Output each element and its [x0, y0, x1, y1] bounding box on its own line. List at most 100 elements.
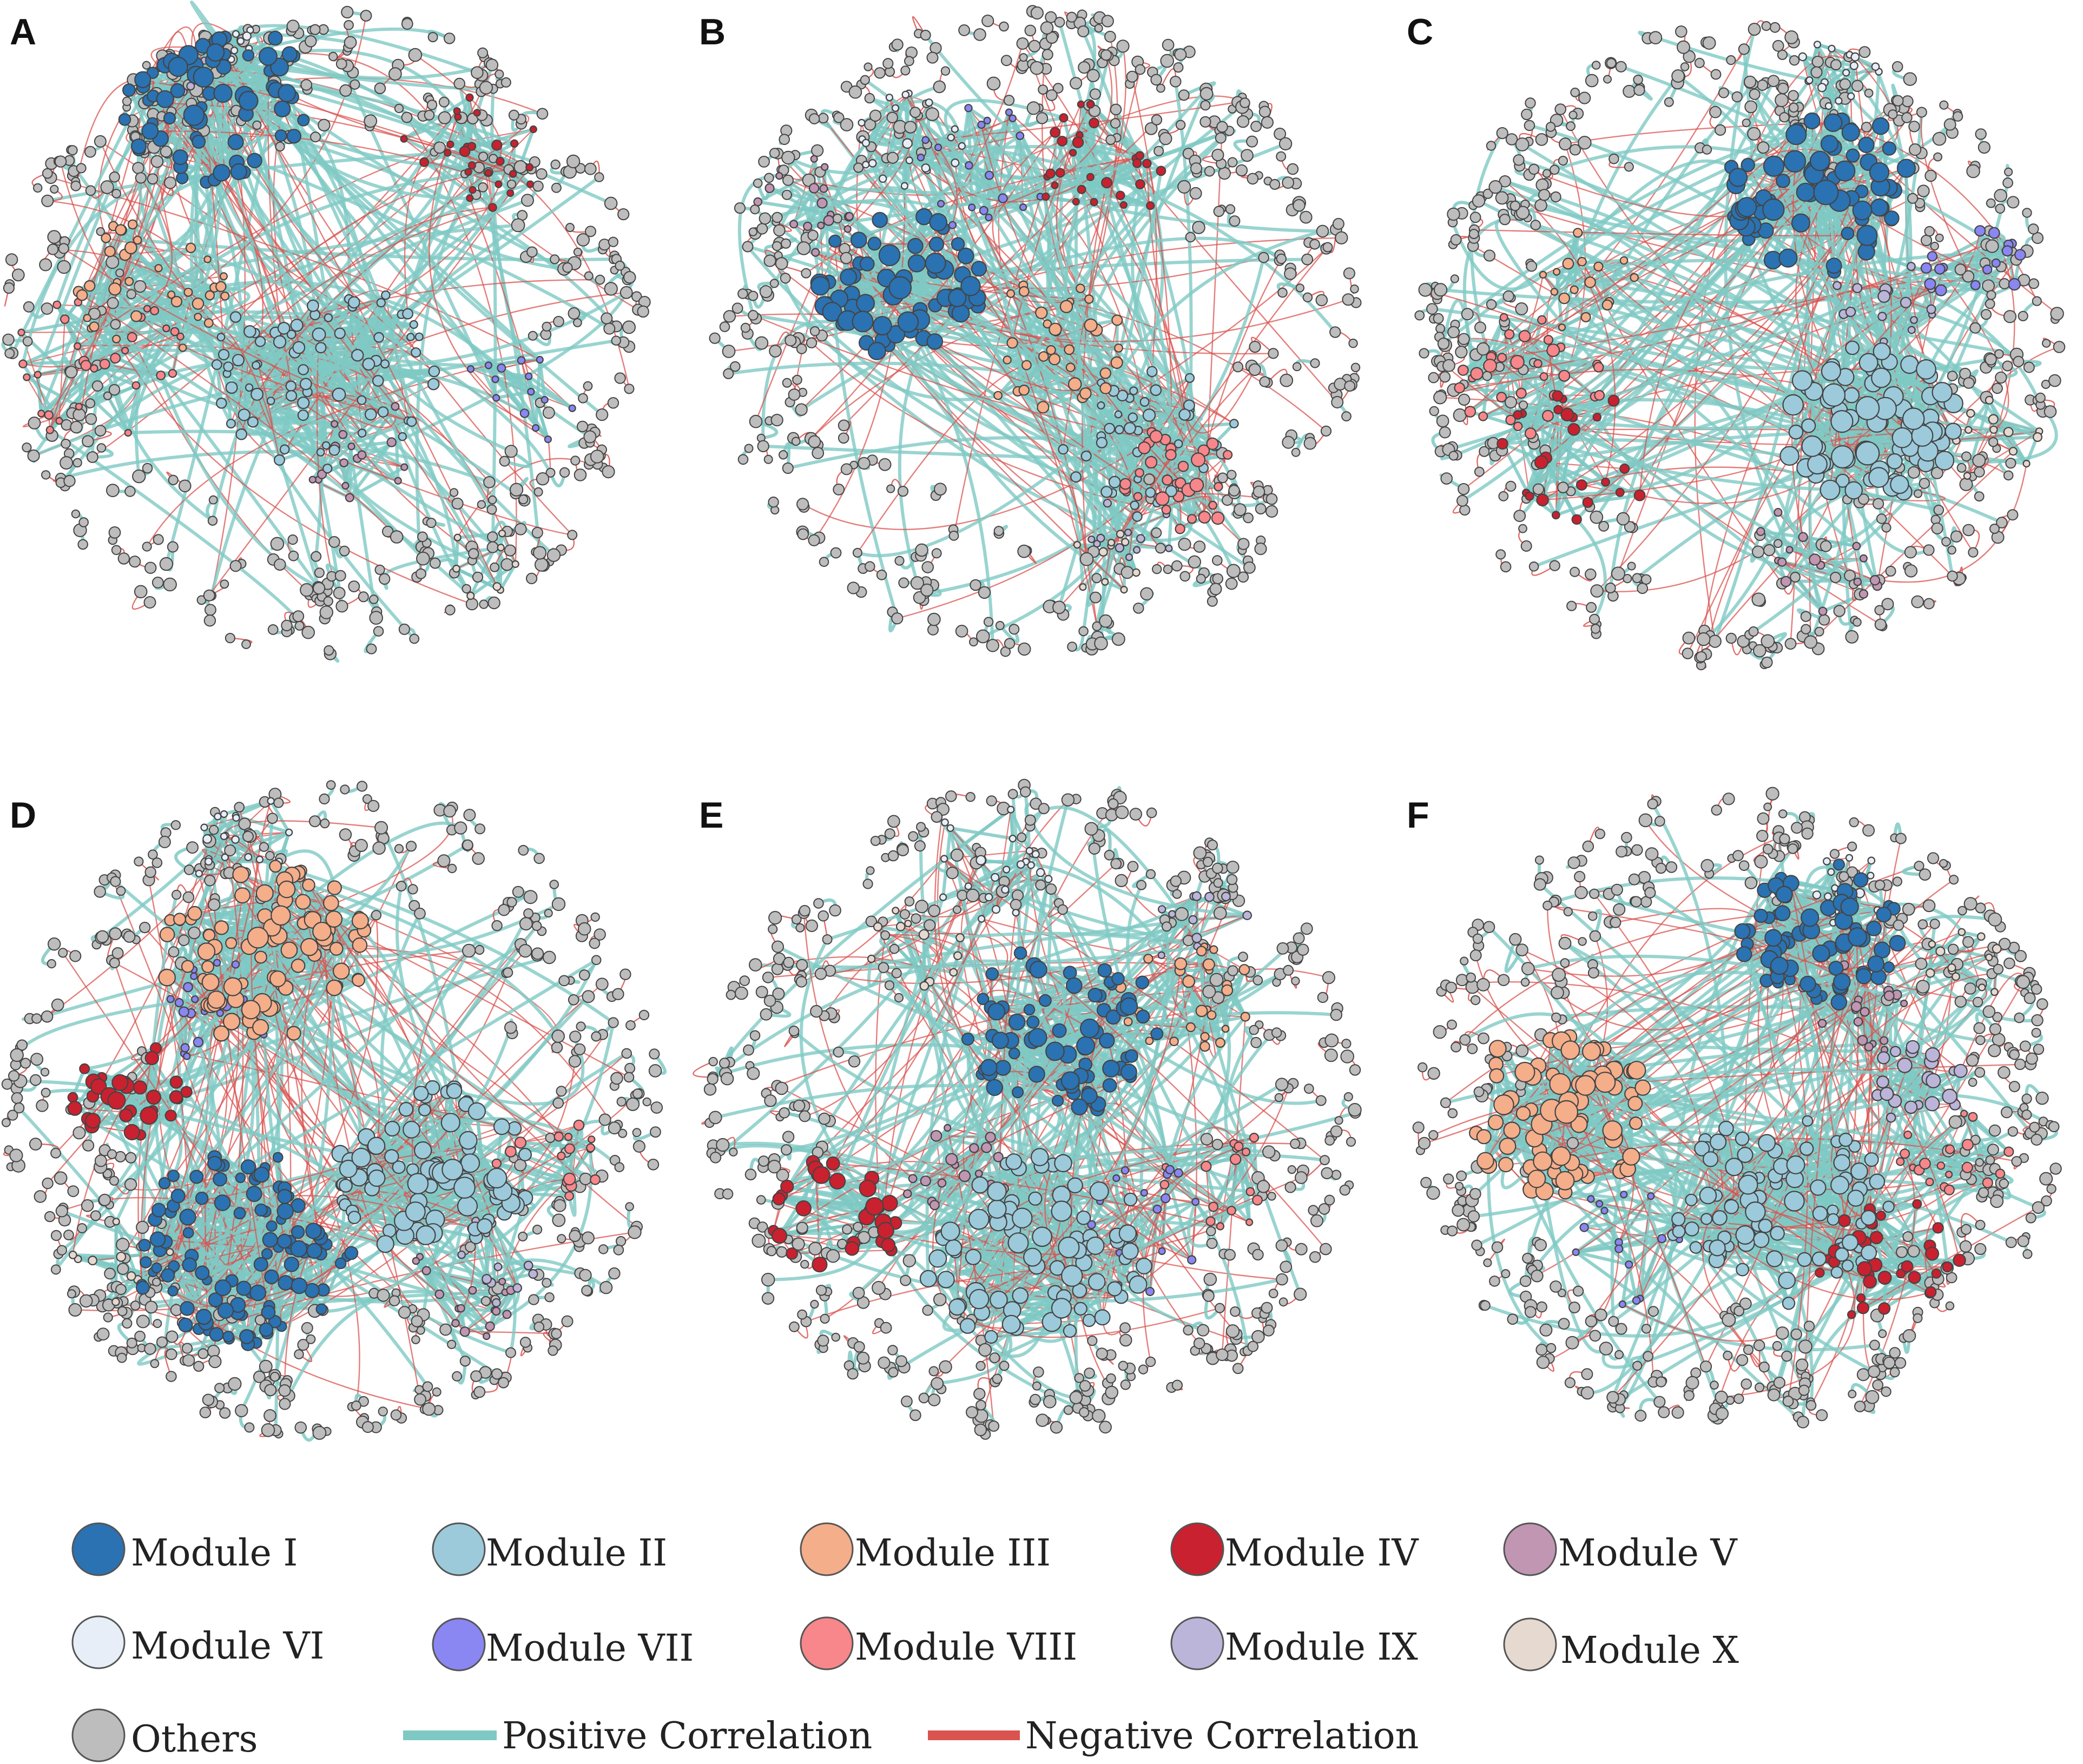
node-others: [61, 439, 71, 449]
node-module-3: [1064, 344, 1075, 355]
node-others: [940, 66, 951, 76]
node-module-3: [133, 235, 142, 245]
node-others: [832, 214, 842, 223]
node-others: [453, 77, 466, 90]
node-module-1: [213, 164, 230, 182]
node-others: [500, 77, 511, 88]
node-others: [1174, 48, 1187, 61]
positive-edge: [499, 563, 517, 591]
node-module-2: [1115, 425, 1124, 435]
node-others: [1178, 89, 1190, 101]
node-others: [478, 182, 488, 193]
node-others: [143, 596, 156, 609]
node-module-4: [509, 170, 517, 178]
node-others: [1091, 573, 1102, 584]
node-others: [408, 48, 423, 62]
node-others: [117, 552, 130, 565]
node-others: [486, 504, 497, 515]
positive-edge: [456, 536, 498, 588]
node-module-1: [872, 316, 892, 336]
node-module-1: [172, 149, 188, 166]
node-module-2: [334, 327, 346, 339]
node-module-2: [398, 432, 407, 441]
node-others: [858, 457, 871, 470]
node-others: [1276, 151, 1287, 162]
node-module-3: [1035, 306, 1048, 320]
node-module-1: [971, 261, 987, 277]
node-others: [764, 173, 774, 183]
node-others: [438, 111, 451, 124]
node-module-5: [819, 184, 828, 193]
node-module-3: [1006, 337, 1018, 349]
node-others: [838, 432, 849, 444]
node-module-4: [1101, 177, 1113, 189]
node-others: [360, 10, 372, 22]
node-module-7: [948, 221, 957, 229]
node-others: [624, 384, 635, 394]
node-others: [969, 637, 978, 647]
node-others: [584, 271, 594, 281]
node-others: [1094, 24, 1103, 33]
node-others: [122, 96, 132, 107]
node-module-8: [45, 426, 55, 434]
node-module-5: [347, 442, 355, 451]
node-others: [77, 539, 88, 550]
node-others: [106, 255, 120, 269]
node-others: [830, 547, 842, 559]
node-others: [1019, 53, 1028, 62]
node-module-7: [527, 387, 535, 396]
node-others: [780, 273, 791, 284]
node-others: [1196, 573, 1206, 584]
node-module-3: [167, 290, 176, 299]
node-others: [91, 380, 103, 392]
node-others: [1169, 76, 1182, 88]
node-others: [1078, 626, 1089, 637]
node-others: [134, 280, 147, 293]
node-others: [631, 291, 642, 302]
node-others: [576, 420, 589, 433]
node-module-4: [444, 149, 452, 157]
node-others: [94, 425, 107, 437]
node-others: [769, 279, 779, 288]
positive-edge: [197, 285, 251, 319]
node-others: [300, 79, 313, 91]
node-others: [1094, 636, 1108, 651]
node-others: [270, 537, 285, 551]
node-others: [734, 202, 746, 214]
node-others: [601, 312, 613, 325]
node-others: [487, 531, 498, 543]
node-module-10: [1073, 541, 1082, 549]
node-module-1: [852, 310, 874, 333]
node-module-1: [856, 294, 875, 313]
node-others: [1249, 341, 1261, 353]
node-others: [344, 36, 357, 49]
node-module-2: [297, 409, 309, 421]
node-module-3: [1065, 362, 1076, 372]
positive-edge: [325, 563, 342, 594]
negative-edge: [357, 458, 405, 468]
node-others: [164, 176, 177, 189]
node-module-1: [141, 122, 159, 140]
node-module-4: [459, 146, 471, 157]
node-others: [11, 268, 25, 282]
node-module-8: [74, 342, 82, 351]
node-module-1: [925, 253, 946, 274]
node-module-2: [1097, 401, 1105, 409]
node-others: [334, 570, 346, 582]
node-others: [1171, 560, 1183, 572]
node-others: [532, 180, 544, 192]
node-module-1: [183, 104, 205, 126]
node-others: [1278, 137, 1293, 150]
node-module-2: [381, 290, 391, 300]
node-module-8: [1145, 455, 1158, 469]
node-others: [398, 623, 411, 635]
node-others: [891, 38, 904, 51]
node-others: [1162, 38, 1175, 51]
node-module-7: [497, 363, 506, 373]
node-others: [1030, 6, 1044, 20]
node-module-3: [170, 295, 182, 308]
node-module-2: [1129, 386, 1138, 395]
node-others: [1300, 210, 1313, 224]
node-others: [840, 252, 853, 265]
